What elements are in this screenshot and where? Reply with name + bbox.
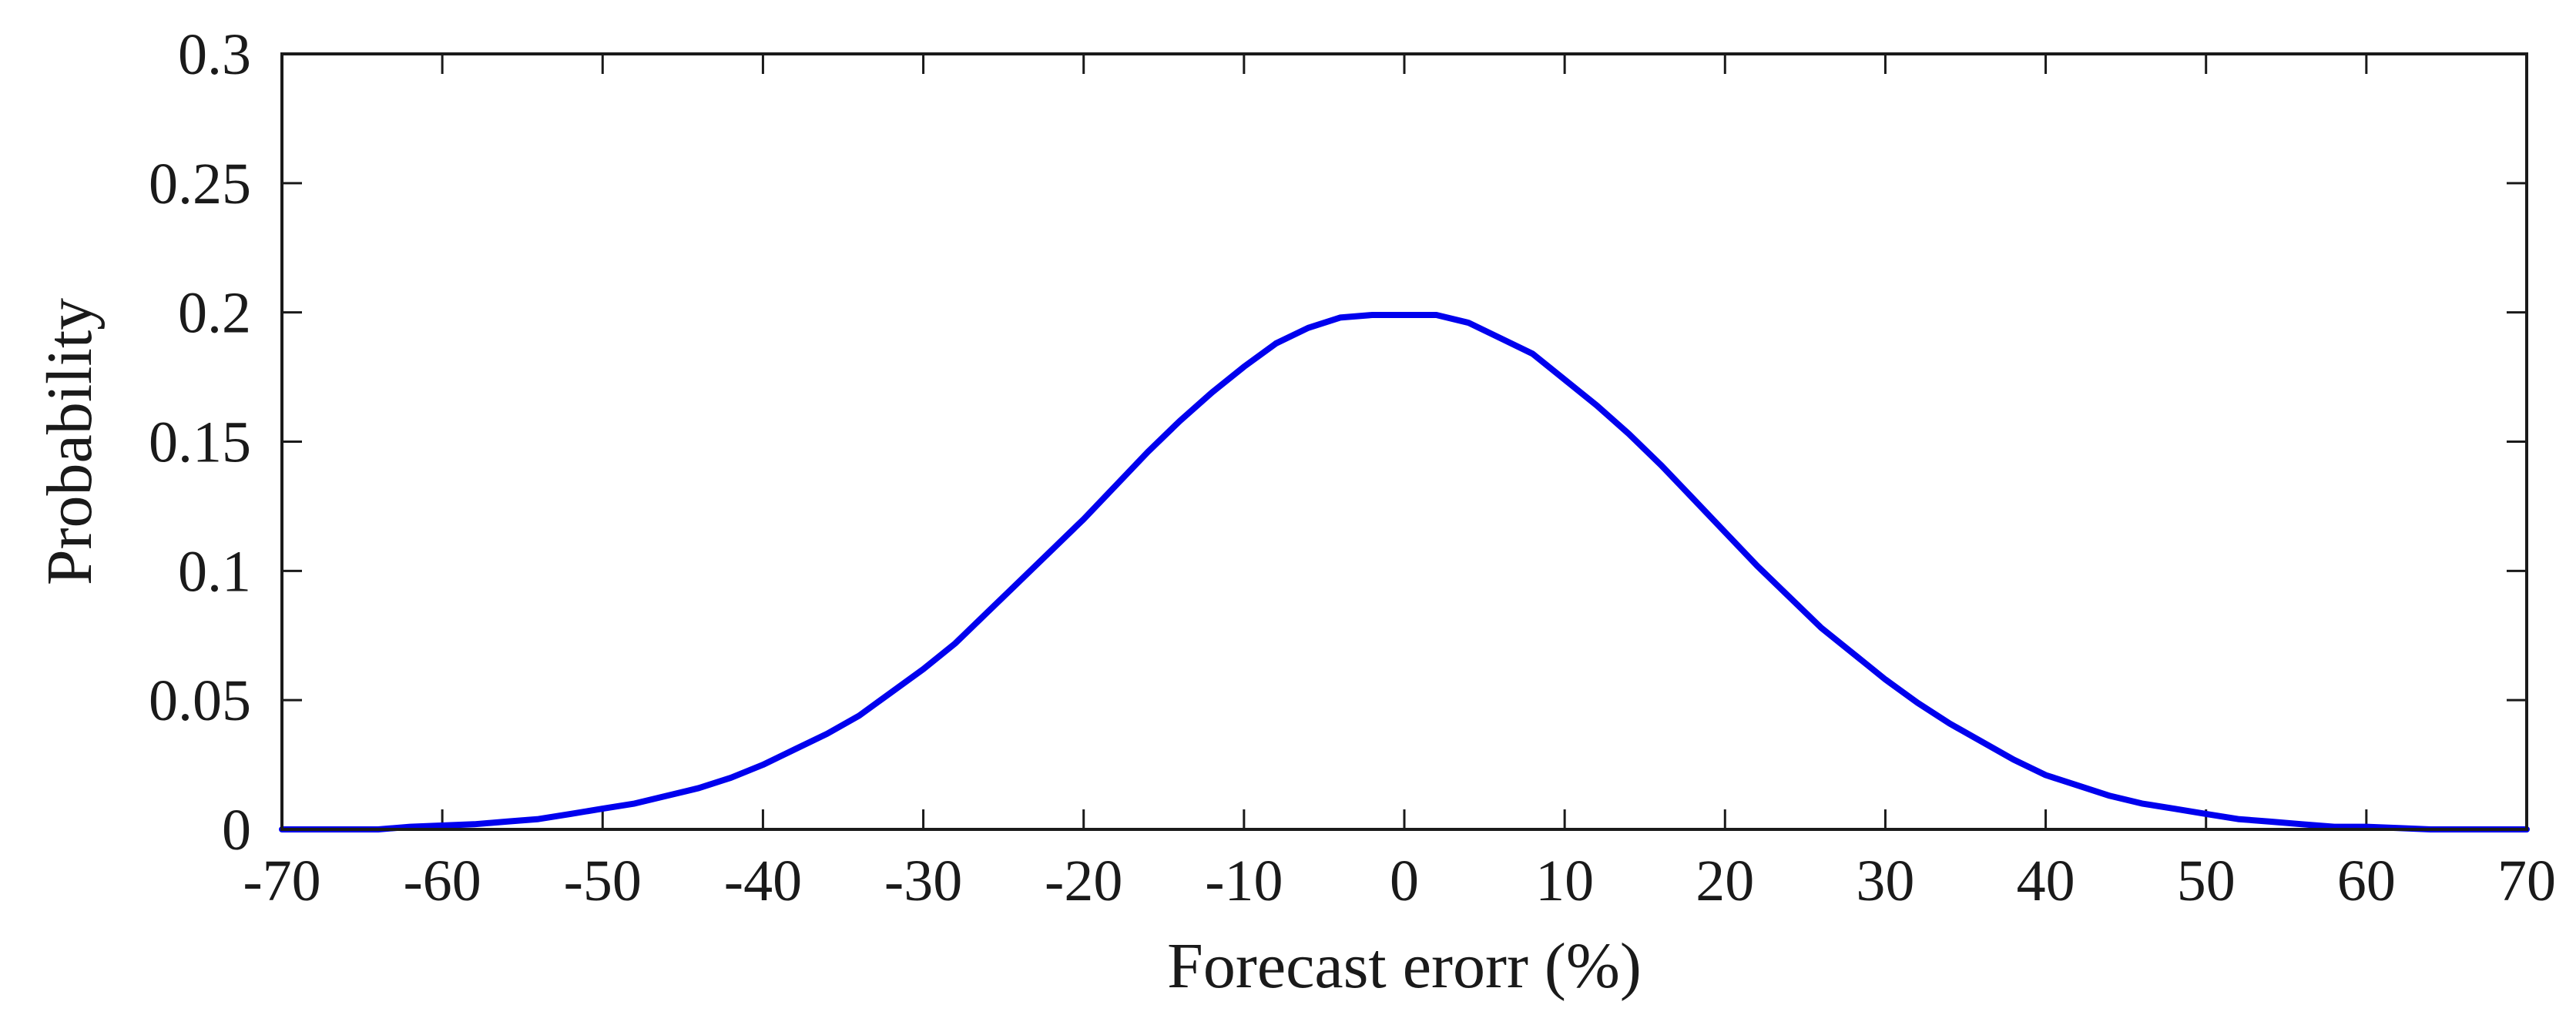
x-tick-label: 30 [1856,849,1914,913]
x-tick-label: 10 [1535,849,1594,913]
x-axis-label: Forecast erorr (%) [1167,930,1642,1002]
x-axis-ticks: -70 -60 -50 -40 -30 -20 -10 0 10 20 30 40 50 60 70 [243,54,2556,913]
series-line [279,312,2530,832]
x-tick-label: 50 [2177,849,2236,913]
x-tick-label: -40 [724,849,802,913]
y-tick-label: 0.15 [149,410,251,475]
y-axis-ticks: 0 0.05 0.1 0.15 0.2 0.25 0.3 [149,22,2527,863]
x-tick-label: 40 [2017,849,2075,913]
y-tick-label: 0.25 [149,152,251,216]
x-tick-label: -30 [884,849,962,913]
x-tick-label: 20 [1696,849,1754,913]
y-tick-label: 0 [222,798,251,863]
x-tick-label: -20 [1045,849,1122,913]
y-tick-label: 0.1 [178,539,251,604]
y-tick-label: 0.3 [178,22,251,87]
y-tick-label: 0.2 [178,281,251,346]
x-tick-label: -50 [564,849,642,913]
x-tick-label: -60 [403,849,481,913]
x-tick-label: 70 [2497,849,2556,913]
plot-frame [280,52,2528,831]
y-axis-label: Probability [34,298,106,585]
series-layer [279,312,2530,832]
y-tick-label: 0.05 [149,668,251,733]
x-tick-label: -10 [1205,849,1283,913]
x-tick-label: -70 [243,849,320,913]
x-tick-label: 60 [2337,849,2396,913]
x-tick-label: 0 [1390,849,1419,913]
